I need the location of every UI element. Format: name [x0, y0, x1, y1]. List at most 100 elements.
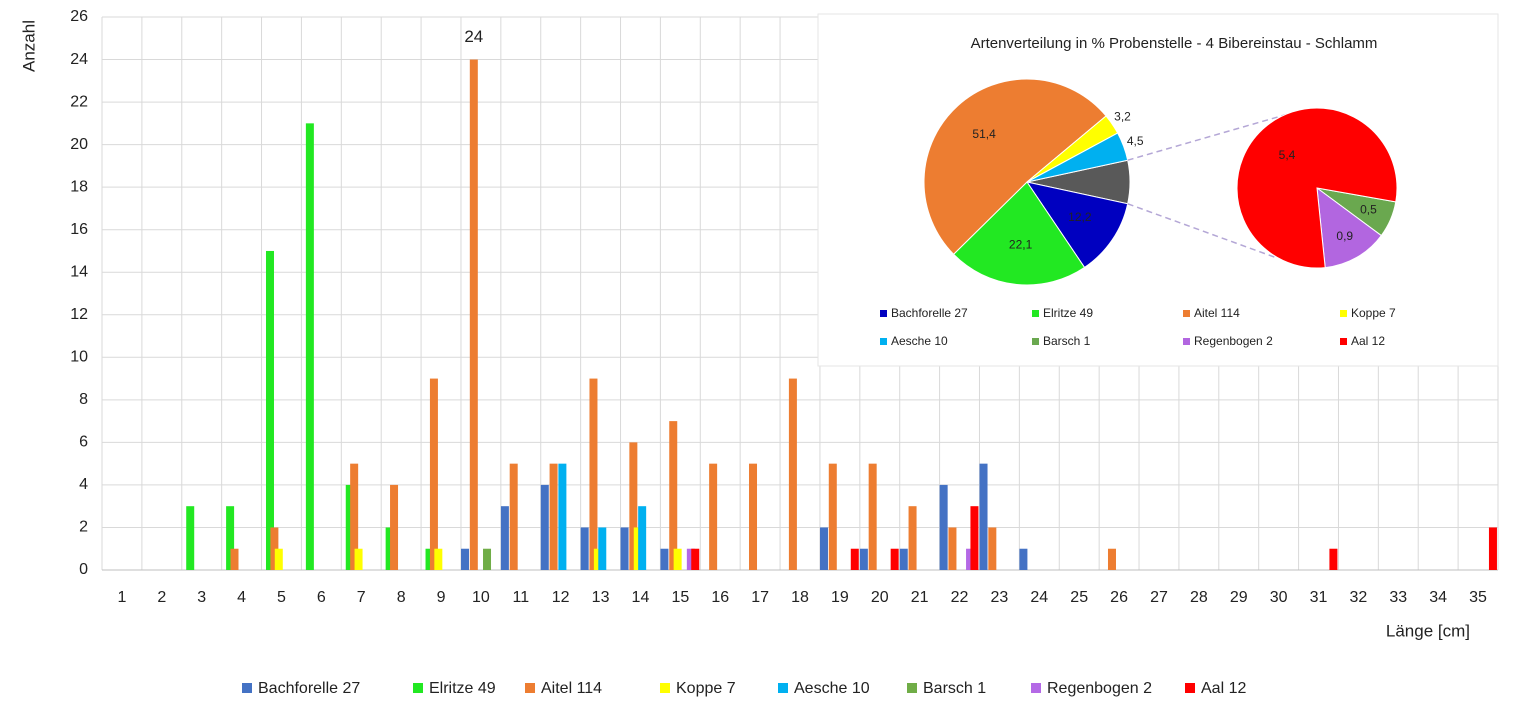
- pie-label: 4,5: [1127, 134, 1144, 148]
- legend-label: Aal 12: [1201, 680, 1246, 697]
- bar: [966, 548, 975, 570]
- x-tick-label: 17: [751, 589, 769, 606]
- bar: [1019, 548, 1028, 570]
- x-tick-label: 31: [1310, 589, 1328, 606]
- bar: [859, 548, 868, 570]
- legend-swatch: [778, 683, 788, 693]
- bar: [350, 463, 359, 570]
- x-tick-label: 10: [472, 589, 490, 606]
- pie-label: 12,2: [1068, 210, 1092, 224]
- bar: [629, 442, 638, 570]
- connector-line: [1127, 109, 1303, 161]
- y-tick-label: 0: [79, 561, 88, 578]
- legend-swatch: [1183, 338, 1190, 345]
- legend-swatch: [1183, 310, 1190, 317]
- secondary-pie-slice: [1316, 186, 1383, 269]
- bar: [354, 548, 363, 570]
- x-tick-label: 4: [237, 589, 246, 606]
- y-tick-label: 4: [79, 476, 88, 493]
- legend-swatch: [242, 683, 252, 693]
- legend-label: Bachforelle 27: [891, 306, 968, 320]
- pie-label: 3,2: [1114, 109, 1131, 123]
- bar: [230, 548, 239, 570]
- bar: [509, 463, 518, 570]
- legend-label: Aitel 114: [541, 680, 602, 697]
- legend-label: Koppe 7: [676, 680, 736, 697]
- legend-label: Regenbogen 2: [1194, 334, 1273, 348]
- bar: [1107, 548, 1116, 570]
- legend-swatch: [1032, 310, 1039, 317]
- bar: [948, 527, 957, 570]
- bar: [709, 463, 718, 570]
- connector-line: [1127, 203, 1278, 259]
- pie-slice: [923, 78, 1107, 255]
- bar: [549, 463, 558, 570]
- bar: [673, 548, 682, 570]
- bar: [638, 506, 647, 570]
- bar: [868, 463, 877, 570]
- legend-swatch: [1185, 683, 1195, 693]
- bar: [580, 527, 589, 570]
- legend-swatch: [907, 683, 917, 693]
- bar: [226, 506, 235, 570]
- y-tick-label: 24: [70, 51, 88, 68]
- legend-swatch: [1340, 338, 1347, 345]
- bar: [270, 527, 279, 570]
- x-tick-label: 15: [671, 589, 689, 606]
- bar: [908, 506, 917, 570]
- legend-swatch: [1032, 338, 1039, 345]
- bar: [1488, 527, 1497, 570]
- bar: [461, 548, 470, 570]
- bar: [899, 548, 908, 570]
- x-tick-label: 32: [1350, 589, 1368, 606]
- legend-label: Aitel 114: [1194, 306, 1240, 320]
- bar: [939, 484, 948, 570]
- x-tick-label: 23: [991, 589, 1009, 606]
- x-tick-label: 20: [871, 589, 889, 606]
- x-tick-label: 26: [1110, 589, 1128, 606]
- secondary-pie-slice: [1236, 107, 1398, 269]
- pie-title: Artenverteilung in % Probenstelle - 4 Bi…: [971, 35, 1378, 52]
- x-tick-label: 14: [632, 589, 650, 606]
- legend-label: Bachforelle 27: [258, 680, 360, 697]
- x-tick-label: 28: [1190, 589, 1208, 606]
- pie-label: 22,1: [1009, 238, 1033, 252]
- x-tick-label: 6: [317, 589, 326, 606]
- y-tick-label: 2: [79, 519, 88, 536]
- y-tick-label: 12: [70, 306, 88, 323]
- bar: [305, 123, 314, 570]
- y-tick-label: 26: [70, 8, 88, 25]
- x-tick-label: 3: [197, 589, 206, 606]
- bar: [988, 527, 997, 570]
- legend-label: Aesche 10: [891, 334, 948, 348]
- pie-label: 0,9: [1336, 229, 1353, 243]
- x-tick-label: 9: [437, 589, 446, 606]
- pie-slice: [952, 181, 1086, 286]
- bar: [749, 463, 758, 570]
- bar: [691, 548, 700, 570]
- pie-label: 0,5: [1360, 202, 1377, 216]
- legend-swatch: [660, 683, 670, 693]
- bar: [425, 548, 434, 570]
- bar: [890, 548, 899, 570]
- y-tick-label: 8: [79, 391, 88, 408]
- bar: [540, 484, 549, 570]
- y-axis-label: Anzahl: [19, 20, 38, 72]
- bar: [345, 484, 354, 570]
- legend-swatch: [413, 683, 423, 693]
- bar: [819, 527, 828, 570]
- x-tick-label: 2: [157, 589, 166, 606]
- x-tick-label: 33: [1389, 589, 1407, 606]
- bar: [598, 527, 607, 570]
- bar: [669, 421, 678, 570]
- bar: [593, 548, 602, 570]
- pie-label: 5,4: [1279, 148, 1296, 162]
- bar: [633, 527, 642, 570]
- x-tick-label: 5: [277, 589, 286, 606]
- bar: [589, 378, 598, 570]
- bar: [429, 378, 438, 570]
- x-tick-label: 16: [711, 589, 729, 606]
- x-tick-label: 8: [397, 589, 406, 606]
- legend-label: Koppe 7: [1351, 306, 1396, 320]
- bar: [385, 527, 394, 570]
